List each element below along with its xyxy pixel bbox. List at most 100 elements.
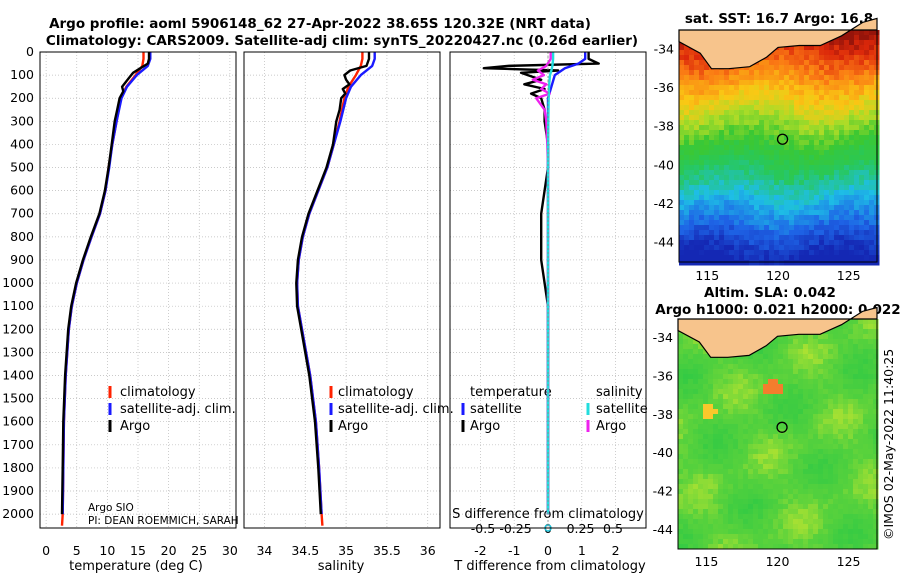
heatmap-cell (724, 210, 730, 216)
heatmap-cell (749, 80, 755, 86)
heatmap-cell (753, 474, 759, 480)
heatmap-cell (723, 389, 729, 395)
heatmap-cell (799, 180, 805, 186)
heatmap-cell (844, 75, 850, 81)
heatmap-cell (849, 65, 855, 71)
heatmap-cell (694, 200, 700, 206)
heatmap-cell (793, 344, 799, 350)
heatmap-cell (689, 210, 695, 216)
heatmap-cell (799, 50, 805, 56)
heatmap-cell (694, 75, 700, 81)
heatmap-cell (813, 334, 819, 340)
heatmap-cell (699, 65, 705, 71)
heatmap-cell (828, 419, 834, 425)
heatmap-cell (744, 125, 750, 131)
heatmap-cell (723, 404, 729, 410)
heatmap-cell (724, 130, 730, 136)
heatmap-cell (838, 369, 844, 375)
heatmap-cell (679, 155, 685, 161)
heatmap-cell (833, 479, 839, 485)
heatmap-cell (709, 80, 715, 86)
heatmap-cell (683, 519, 689, 525)
heatmap-cell (748, 419, 754, 425)
heatmap-cell (843, 424, 849, 430)
map-y-tick-label: -38 (653, 407, 673, 422)
heatmap-cell (678, 434, 684, 440)
heatmap-cell (838, 434, 844, 440)
heatmap-cell (688, 369, 694, 375)
heatmap-cell (864, 130, 870, 136)
heatmap-cell (859, 155, 865, 161)
heatmap-cell (793, 339, 799, 345)
heatmap-cell (744, 150, 750, 156)
heatmap-cell (724, 215, 730, 221)
heatmap-cell (854, 250, 860, 256)
heatmap-cell (683, 449, 689, 455)
heatmap-cell (713, 439, 719, 445)
heatmap-cell (728, 419, 734, 425)
sla-map-panel: Altim. SLA: 0.042 Argo h1000: 0.021 h200… (653, 285, 900, 569)
heatmap-cell (819, 70, 825, 76)
heatmap-cell (713, 469, 719, 475)
heatmap-cell (734, 145, 740, 151)
heatmap-cell (824, 115, 830, 121)
heatmap-cell (763, 439, 769, 445)
argo-pi-annotation: PI: DEAN ROEMMICH, SARAH (88, 515, 239, 527)
legend-satellite-label: satellite-adj. clim. (338, 402, 454, 417)
heatmap-cell (729, 145, 735, 151)
heatmap-cell (834, 90, 840, 96)
heatmap-cell (689, 255, 695, 261)
heatmap-cell (703, 409, 709, 415)
heatmap-cell (713, 459, 719, 465)
heatmap-cell (733, 534, 739, 540)
heatmap-cell (714, 205, 720, 211)
heatmap-cell (778, 344, 784, 350)
heatmap-cell (823, 364, 829, 370)
heatmap-cell (694, 245, 700, 251)
heatmap-cell (679, 125, 685, 131)
heatmap-cell (873, 324, 879, 330)
heatmap-cell (844, 255, 850, 261)
heatmap-cell (809, 235, 815, 241)
heatmap-cell (694, 50, 700, 56)
heatmap-cell (754, 180, 760, 186)
heatmap-cell (843, 479, 849, 485)
heatmap-cell (823, 384, 829, 390)
heatmap-cell (789, 135, 795, 141)
heatmap-cell (749, 245, 755, 251)
heatmap-cell (803, 534, 809, 540)
heatmap-cell (779, 100, 785, 106)
heatmap-cell (779, 220, 785, 226)
heatmap-cell (768, 499, 774, 505)
heatmap-cell (849, 150, 855, 156)
heatmap-cell (678, 414, 684, 420)
heatmap-cell (803, 434, 809, 440)
heatmap-cell (759, 135, 765, 141)
heatmap-cell (704, 65, 710, 71)
heatmap-cell (868, 479, 874, 485)
heatmap-cell (749, 70, 755, 76)
heatmap-cell (708, 524, 714, 530)
heatmap-cell (798, 374, 804, 380)
heatmap-cell (699, 100, 705, 106)
heatmap-cell (863, 389, 869, 395)
heatmap-cell (799, 260, 805, 266)
heatmap-cell (858, 334, 864, 340)
heatmap-cell (753, 369, 759, 375)
heatmap-cell (839, 50, 845, 56)
heatmap-cell (869, 250, 875, 256)
axes-frame (449, 51, 647, 529)
heatmap-cell (808, 509, 814, 515)
heatmap-cell (803, 489, 809, 495)
heatmap-cell (679, 245, 685, 251)
heatmap-cell (693, 349, 699, 355)
heatmap-cell (793, 484, 799, 490)
heatmap-cell (814, 255, 820, 261)
heatmap-cell (839, 150, 845, 156)
heatmap-cell (718, 509, 724, 515)
heatmap-cell (828, 529, 834, 535)
heatmap-cell (798, 409, 804, 415)
heatmap-cell (744, 180, 750, 186)
heatmap-cell (729, 100, 735, 106)
heatmap-cell (743, 534, 749, 540)
